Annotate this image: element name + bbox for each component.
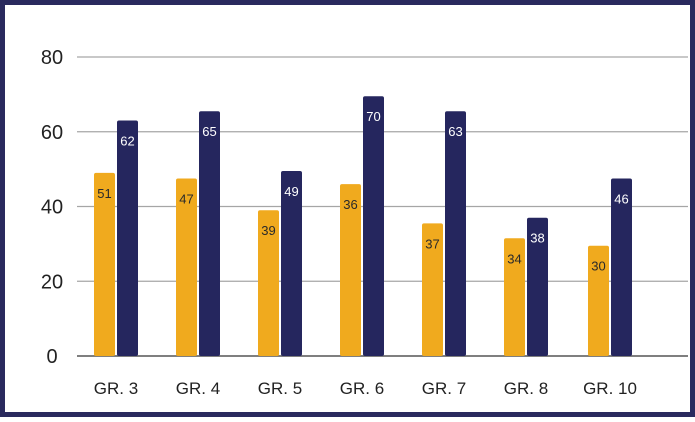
bar-value-label: 65 [202, 124, 216, 139]
bar-value-label: 38 [530, 231, 544, 246]
bar-gr5-s1 [258, 210, 279, 356]
x-category-label: GR. 7 [422, 379, 466, 398]
bar-value-label: 30 [591, 259, 605, 274]
bar-gr7-s2 [445, 111, 466, 356]
bar-gr5-s2 [281, 170, 302, 356]
x-category-label: GR. 4 [176, 379, 220, 398]
bar-value-label: 62 [120, 134, 134, 149]
bar-value-label: 49 [284, 184, 298, 199]
x-category-label: GR. 8 [504, 379, 548, 398]
bars [94, 96, 632, 357]
x-axis-categories: GR. 3 GR. 4 GR. 5 GR. 6 GR. 7 GR. 8 GR. 10 [94, 379, 637, 398]
x-category-label: GR. 10 [583, 379, 637, 398]
x-category-label: GR. 3 [94, 379, 138, 398]
bar-gr8-s1 [504, 238, 525, 356]
y-tick-label: 60 [41, 122, 63, 144]
bar-gr3-s1 [94, 172, 115, 356]
bar-gr10-s1 [588, 245, 609, 356]
y-tick-label: 0 [46, 346, 57, 368]
y-axis-ticks: 0 20 40 60 80 [41, 47, 63, 368]
y-tick-label: 80 [41, 47, 63, 69]
bar-gr4-s1 [176, 178, 197, 356]
bar-gr6-s2 [363, 96, 384, 357]
bar-gr10-s2 [611, 178, 632, 356]
y-tick-label: 20 [41, 271, 63, 293]
bar-value-label: 34 [507, 251, 521, 266]
bar-gr6-s1 [340, 184, 361, 356]
x-category-label: GR. 6 [340, 379, 384, 398]
bar-chart: 0 20 40 60 80 51 47 39 36 37 34 30 62 65 49 70 63 38 46 G… [41, 47, 688, 398]
bar-value-labels: 51 47 39 36 37 34 30 62 65 49 70 63 38 46 [97, 109, 628, 274]
bar-value-label: 36 [343, 197, 357, 212]
bar-value-label: 47 [179, 191, 193, 206]
y-tick-label: 40 [41, 197, 63, 219]
x-category-label: GR. 5 [258, 379, 302, 398]
bar-value-label: 46 [614, 191, 628, 206]
bar-gr4-s2 [199, 111, 220, 356]
bar-value-label: 37 [425, 236, 439, 251]
bar-value-label: 39 [261, 223, 275, 238]
bar-value-label: 51 [97, 186, 111, 201]
bar-gr3-s2 [117, 120, 138, 356]
bar-gr8-s2 [527, 217, 548, 356]
bar-value-label: 70 [366, 109, 380, 124]
bar-value-label: 63 [448, 124, 462, 139]
bar-gr7-s1 [422, 223, 443, 356]
